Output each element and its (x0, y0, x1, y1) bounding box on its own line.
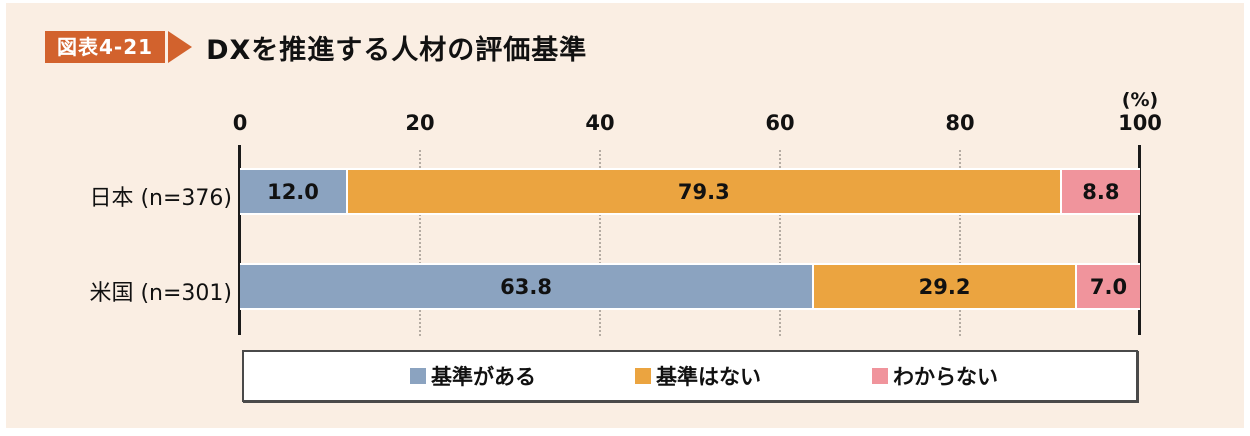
x-tick-100: 100 (1118, 111, 1162, 135)
figure-number-badge: 図表4-21 (45, 31, 193, 63)
x-tick-40: 40 (585, 111, 615, 135)
value-label: 63.8 (500, 274, 552, 299)
axis-line-left (238, 145, 241, 335)
bar-us-segment-has-criteria: 63.8 (240, 265, 815, 308)
legend-item-has-criteria: 基準がある (410, 352, 536, 400)
category-label-us: 米国 (n=301) (89, 281, 232, 306)
legend-swatch-orange (635, 368, 651, 384)
gridline-40 (599, 150, 601, 336)
x-tick-80: 80 (945, 111, 975, 135)
bar-japan-segment-no-criteria: 79.3 (348, 170, 1062, 213)
legend-box: 基準がある 基準はない わからない (242, 350, 1138, 402)
legend-swatch-pink (872, 368, 888, 384)
bar-us: 63.8 29.2 7.0 (240, 263, 1140, 310)
badge-arrow-icon (168, 31, 193, 63)
legend-label: 基準がある (431, 365, 536, 389)
legend-label: 基準はない (656, 365, 761, 389)
bar-us-segment-unknown: 7.0 (1076, 265, 1140, 308)
value-label: 12.0 (267, 179, 319, 204)
value-label: 29.2 (918, 274, 971, 299)
x-tick-0: 0 (232, 111, 248, 135)
figure-title: DXを推進する人材の評価基準 (206, 34, 588, 66)
figure-panel: 図表4-21 DXを推進する人材の評価基準 0 20 40 60 80 100 … (6, 3, 1244, 428)
gridline-20 (419, 150, 421, 336)
x-tick-20: 20 (405, 111, 435, 135)
bar-us-segment-no-criteria: 29.2 (814, 265, 1077, 308)
bar-japan-segment-unknown: 8.8 (1061, 170, 1140, 213)
axis-line-right (1138, 145, 1141, 335)
figure-number-label: 図表4-21 (45, 31, 166, 63)
figure-header: 図表4-21 DXを推進する人材の評価基準 (45, 31, 587, 66)
value-label: 79.3 (677, 179, 730, 204)
gridline-80 (959, 150, 961, 336)
category-label-japan: 日本 (n=376) (89, 186, 232, 211)
bar-japan: 12.0 79.3 8.8 (240, 168, 1140, 215)
bar-japan-segment-has-criteria: 12.0 (240, 170, 348, 213)
x-tick-60: 60 (765, 111, 795, 135)
legend-item-no-criteria: 基準はない (635, 352, 761, 400)
gridline-60 (779, 150, 781, 336)
value-label: 8.8 (1082, 179, 1120, 204)
value-label: 7.0 (1089, 274, 1128, 299)
legend-item-unknown: わからない (872, 352, 998, 400)
legend-swatch-blue (410, 368, 426, 384)
stacked-bar-chart: 0 20 40 60 80 100 (%) 日本 (n=376) 12.0 79… (6, 3, 1244, 428)
legend-label: わからない (893, 365, 998, 389)
percent-unit-label: (%) (1121, 89, 1159, 111)
